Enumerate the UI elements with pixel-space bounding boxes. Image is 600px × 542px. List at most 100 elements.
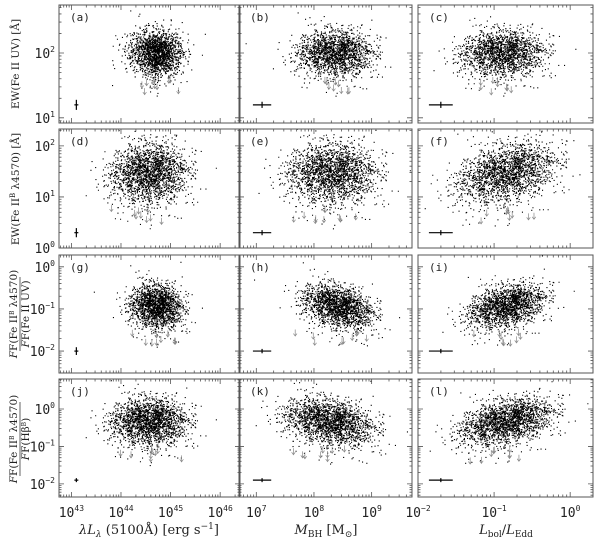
panel-f: (f)	[417, 128, 594, 249]
scatter-points	[59, 129, 217, 230]
ticks	[417, 379, 593, 497]
scatter-points	[93, 261, 203, 348]
upper-limit-arrows	[118, 446, 184, 463]
error-bar-icon	[252, 230, 272, 236]
panel-h: (h)	[238, 254, 413, 374]
upper-limit-arrows	[468, 445, 522, 465]
panel-b: (b)	[238, 4, 413, 124]
panel-d: (d) 100 101 102	[35, 128, 241, 257]
ticks	[59, 379, 240, 497]
ylabel-row1: EW(Fe II UV) [Å]	[8, 19, 22, 109]
upper-limit-arrows	[139, 76, 181, 96]
panel-e: (e)	[238, 128, 413, 249]
panel-frame	[238, 128, 413, 249]
scatter-points	[442, 255, 575, 346]
ticks	[239, 379, 413, 497]
panel-label: (c)	[429, 11, 449, 24]
upper-limit-arrows	[478, 76, 514, 96]
panel-label: (l)	[429, 385, 449, 398]
scatter-points	[424, 130, 593, 227]
ytick-label: 10−1	[30, 301, 55, 318]
ticks	[239, 255, 413, 373]
panel-label: (j)	[70, 385, 90, 398]
panel-j: (j) 10−2 10−1 100 1043 1044 1045 1046	[30, 378, 241, 521]
panel-label: (f)	[429, 135, 449, 148]
ytick-label: 102	[35, 138, 56, 155]
svg-text:FF(Fe IIB λ4570): FF(Fe IIB λ4570)	[8, 270, 20, 359]
ytick-label: 101	[35, 110, 56, 127]
upper-limit-arrows	[291, 445, 347, 463]
scatter-points	[433, 16, 577, 97]
xtick-label: 1046	[208, 504, 233, 521]
error-bar-icon	[252, 348, 272, 354]
svg-text:FF(Fe II UV): FF(Fe II UV)	[20, 280, 32, 348]
ytick-label: 10−2	[30, 343, 55, 360]
xlabel-col2: MBH [M⊙]	[294, 523, 358, 540]
ytick-label: 10−1	[30, 438, 55, 455]
panel-label: (a)	[70, 11, 90, 24]
xlabel-col1: λLλ (5100Å) [erg s−1]	[78, 522, 219, 540]
xtick-label: 109	[361, 504, 382, 521]
panel-label: (i)	[429, 261, 449, 274]
error-bar-icon	[74, 99, 79, 110]
xtick-label: 100	[560, 504, 581, 521]
panel-label: (h)	[250, 261, 270, 274]
panel-i: (i)	[417, 254, 594, 374]
upper-limit-arrows	[109, 205, 164, 225]
y-axis-labels: EW(Fe II UV) [Å] EW(Fe IIB λ4570) [Å] FF…	[8, 19, 32, 484]
panel-frame	[58, 128, 241, 249]
panel-frame	[417, 254, 594, 374]
panel-frame	[238, 254, 413, 374]
xlabel-col3: Lbol/LEdd	[478, 523, 533, 540]
ticks	[417, 255, 593, 373]
panel-frame	[58, 378, 241, 498]
panel-label: (b)	[250, 11, 270, 24]
error-bar-icon	[74, 347, 79, 355]
svg-text:FF(HβB): FF(HβB)	[20, 418, 32, 461]
xtick-label: 107	[246, 504, 267, 521]
ticks	[417, 129, 593, 249]
error-bar-icon	[252, 478, 272, 483]
xtick-label: 10−2	[405, 504, 430, 521]
panel-label: (k)	[250, 385, 270, 398]
xtick-label: 108	[304, 504, 325, 521]
panel-label: (d)	[70, 135, 90, 148]
xtick-label: 1045	[158, 504, 183, 521]
ticks	[239, 129, 413, 249]
ylabel-row4: FF(Fe IIB λ4570) FF(HβB)	[8, 395, 32, 484]
panel-frame	[417, 4, 594, 124]
ticks	[417, 5, 593, 123]
upper-limit-arrows	[322, 76, 352, 95]
panel-c: (c)	[417, 4, 594, 124]
upper-limit-arrows	[291, 206, 358, 225]
upper-limit-arrows	[471, 328, 523, 347]
panel-g: (g) 10−2 10−1 100	[30, 254, 241, 374]
panel-a: (a) 101 102	[35, 4, 241, 127]
xtick-label: 1044	[108, 504, 133, 521]
error-bar-icon	[428, 101, 453, 108]
ytick-label: 101	[35, 189, 56, 206]
upper-limit-arrows	[130, 329, 178, 347]
error-bar-icon	[74, 228, 79, 238]
ticks	[239, 5, 413, 123]
scatter-points	[254, 262, 401, 347]
scatter-points	[245, 5, 392, 97]
error-bar-icon	[428, 348, 453, 354]
ylabel-row3: FF(Fe IIB λ4570) FF(Fe II UV)	[8, 270, 32, 359]
error-bar-icon	[428, 478, 453, 483]
panel-frame	[238, 4, 413, 124]
scatter-points	[258, 129, 411, 230]
panel-frame	[417, 378, 594, 498]
ylabel-row2: EW(Fe IIB λ4570) [Å]	[8, 133, 22, 245]
ytick-label: 100	[35, 259, 56, 276]
xtick-label: 10−1	[481, 504, 506, 521]
error-bar-icon	[74, 478, 79, 483]
panel-frame	[58, 4, 241, 124]
xtick-label: 1043	[59, 504, 84, 521]
panel-l: (l) 10−2 10−1 100	[405, 378, 594, 521]
ytick-label: 102	[35, 45, 56, 62]
ytick-label: 100	[35, 240, 56, 257]
panel-k: (k) 107 108 109	[238, 378, 413, 521]
scatter-points	[112, 10, 206, 97]
